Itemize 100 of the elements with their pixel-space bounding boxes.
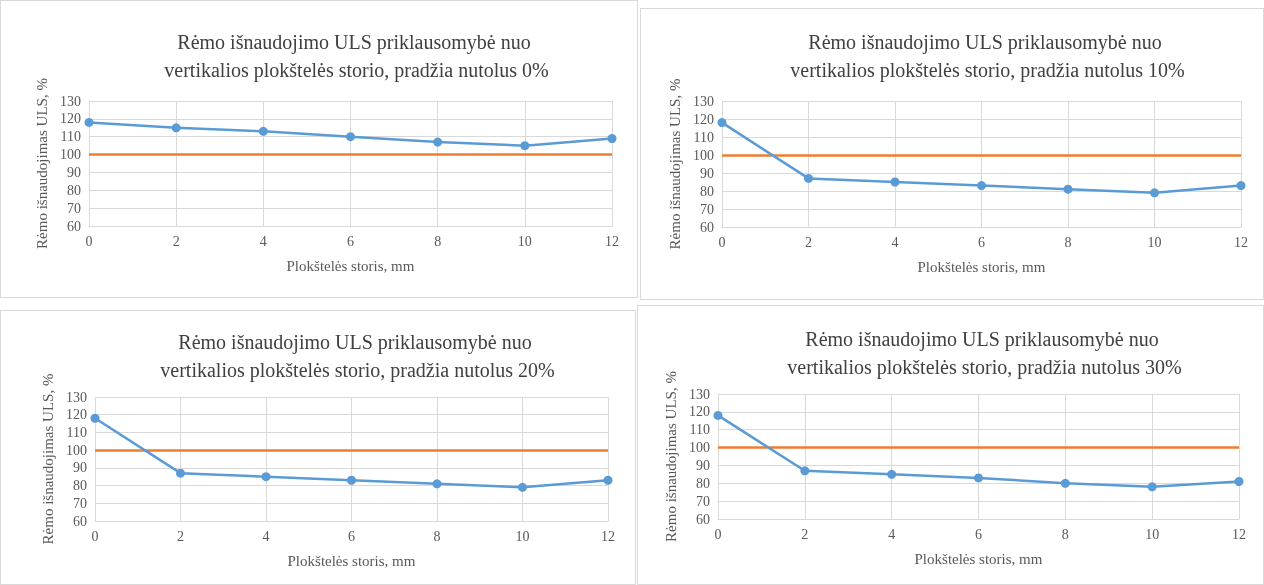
- point: [1060, 478, 1070, 488]
- y-tick-label: 120: [66, 407, 87, 423]
- x-tick-label: 0: [718, 234, 726, 250]
- y-tick-label: 60: [700, 219, 714, 235]
- x-tick-label: 4: [262, 528, 270, 544]
- y-tick-label: 90: [73, 460, 87, 476]
- x-tick-label: 2: [801, 526, 809, 542]
- x-tick-label: 10: [517, 233, 532, 249]
- point: [346, 132, 355, 142]
- x-tick-label: 12: [605, 233, 619, 249]
- y-tick-label: 80: [67, 182, 81, 198]
- chart-title: Rėmo išnaudojimo ULS priklausomybė nuo vertikalios plokštelės storio, pradžia nutolus 30%: [787, 328, 1182, 379]
- y-tick-label: 130: [689, 386, 710, 402]
- x-tick-label: 4: [891, 234, 899, 250]
- point: [603, 475, 613, 485]
- chart-title: Rėmo išnaudojimo ULS priklausomybė nuo vertikalios plokštelės storio, pradžia nutolus 20%: [160, 331, 555, 382]
- point: [1234, 477, 1244, 486]
- y-tick-label: 90: [700, 165, 714, 181]
- x-tick-label: 6: [978, 234, 985, 250]
- point: [1147, 482, 1157, 492]
- x-tick-label: 12: [601, 528, 615, 544]
- x-tick-label: 4: [259, 233, 267, 249]
- y-tick-label: 60: [73, 513, 87, 529]
- x-tick-label: 6: [975, 526, 982, 542]
- point: [800, 466, 810, 476]
- point: [258, 126, 268, 136]
- y-axis-title: Rėmo išnaudojimas ULS, %: [666, 78, 683, 250]
- y-tick-label: 90: [696, 457, 710, 473]
- y-tick-label: 100: [60, 147, 81, 163]
- y-tick-label: 80: [696, 475, 710, 491]
- y-tick-label: 80: [700, 183, 714, 199]
- point: [890, 177, 900, 187]
- point: [1236, 181, 1246, 191]
- y-tick-label: 120: [693, 111, 714, 127]
- x-tick-label: 12: [1232, 526, 1246, 542]
- x-tick-label: 10: [1145, 526, 1160, 542]
- point: [176, 468, 185, 478]
- x-tick-label: 2: [177, 528, 184, 544]
- y-axis-title: Rėmo išnaudojimas ULS, %: [39, 373, 56, 545]
- y-tick-label: 110: [66, 424, 87, 440]
- point: [520, 141, 530, 151]
- y-tick-label: 110: [693, 129, 714, 145]
- x-tick-label: 6: [347, 233, 354, 249]
- x-tick-label: 6: [348, 528, 355, 544]
- chart-title: Rėmo išnaudojimo ULS priklausomybė nuo vertikalios plokštelės storio, pradžia nutolus 10%: [790, 31, 1185, 82]
- x-tick-label: 12: [1234, 234, 1248, 250]
- point: [804, 173, 813, 183]
- point: [887, 469, 897, 479]
- y-tick-label: 70: [67, 200, 81, 216]
- y-tick-label: 110: [689, 422, 710, 438]
- x-axis-title: Plokštelės storis, mm: [914, 550, 1043, 567]
- point: [347, 475, 356, 485]
- x-tick-label: 10: [515, 528, 530, 544]
- point: [607, 134, 617, 143]
- y-tick-label: 130: [60, 93, 81, 109]
- point: [974, 473, 983, 483]
- x-tick-label: 0: [91, 528, 99, 544]
- x-tick-label: 8: [434, 233, 442, 249]
- y-tick-label: 130: [693, 93, 714, 109]
- y-tick-label: 80: [73, 478, 87, 494]
- chart-title: Rėmo išnaudojimo ULS priklausomybė nuo vertikalios plokštelės storio, pradžia nutolus 0%: [164, 31, 549, 82]
- point: [171, 123, 181, 133]
- x-tick-label: 8: [1064, 234, 1072, 250]
- y-tick-label: 120: [689, 404, 710, 420]
- point: [433, 137, 443, 147]
- x-tick-label: 2: [172, 233, 180, 249]
- y-axis-title: Rėmo išnaudojimas ULS, %: [33, 78, 50, 249]
- x-axis-title: Plokštelės storis, mm: [917, 258, 1046, 275]
- point: [1150, 188, 1159, 198]
- x-axis-title: Plokštelės storis, mm: [287, 552, 416, 569]
- x-tick-label: 0: [714, 526, 722, 542]
- point: [518, 482, 527, 492]
- y-tick-label: 60: [67, 218, 81, 234]
- x-tick-label: 8: [1061, 526, 1069, 542]
- y-tick-label: 100: [693, 147, 714, 163]
- y-tick-label: 70: [696, 493, 710, 509]
- point: [84, 117, 94, 127]
- x-tick-label: 10: [1147, 234, 1162, 250]
- point: [432, 479, 442, 489]
- y-tick-label: 120: [60, 111, 81, 127]
- point: [713, 410, 723, 420]
- x-tick-label: 4: [888, 526, 896, 542]
- y-tick-label: 110: [60, 129, 81, 145]
- x-tick-label: 2: [805, 234, 812, 250]
- point: [261, 472, 271, 482]
- y-tick-label: 100: [66, 442, 87, 458]
- y-tick-label: 60: [696, 511, 710, 527]
- y-tick-label: 90: [67, 164, 81, 180]
- x-tick-label: 8: [433, 528, 441, 544]
- y-tick-label: 70: [700, 201, 714, 217]
- y-tick-label: 130: [66, 389, 87, 405]
- x-axis-title: Plokštelės storis, mm: [286, 257, 415, 274]
- point: [977, 181, 986, 191]
- point: [717, 118, 727, 128]
- y-axis-title: Rėmo išnaudojimas ULS, %: [662, 371, 679, 542]
- point: [1063, 184, 1073, 194]
- point: [90, 413, 100, 423]
- y-tick-label: 70: [73, 495, 87, 511]
- x-tick-label: 0: [85, 233, 93, 249]
- y-tick-label: 100: [689, 440, 710, 456]
